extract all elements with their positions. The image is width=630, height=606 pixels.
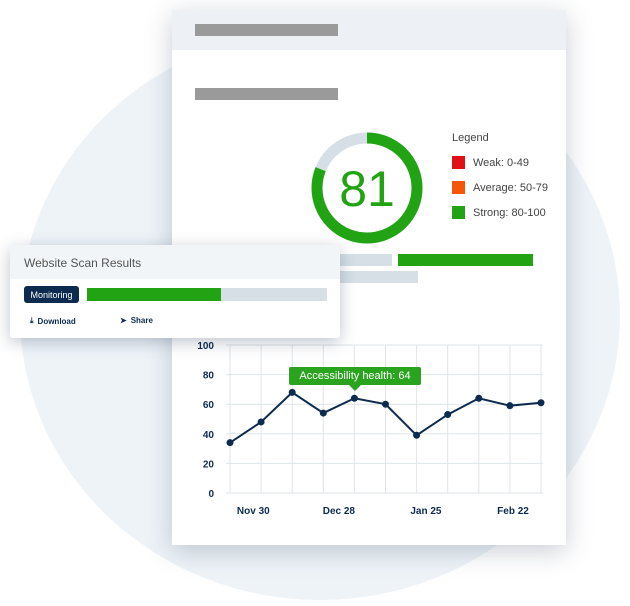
download-label: Download — [37, 316, 76, 326]
weak-swatch — [452, 156, 465, 169]
data-point — [288, 388, 296, 396]
x-tick-label: Jan 25 — [410, 506, 442, 517]
legend-label: Strong: 80-100 — [473, 206, 546, 219]
x-tick-label: Nov 30 — [237, 506, 270, 517]
share-label: Share — [130, 316, 153, 325]
legend-item: Weak: 0-49 — [452, 156, 548, 169]
send-icon: ➤ — [120, 316, 127, 325]
data-point — [413, 431, 421, 439]
report-header — [172, 10, 566, 50]
legend: Legend Weak: 0-49 Average: 50-79 Strong:… — [452, 132, 548, 219]
data-point — [475, 394, 483, 402]
title-placeholder — [195, 24, 338, 36]
strong-swatch — [452, 206, 465, 219]
score-gauge: 81 — [311, 132, 423, 244]
data-point — [350, 394, 358, 402]
data-point — [257, 418, 265, 426]
data-point — [537, 399, 545, 407]
placeholder-bar — [340, 254, 392, 266]
y-tick-label: 20 — [203, 459, 215, 470]
average-swatch — [452, 181, 465, 194]
progress-fill — [87, 288, 222, 301]
y-tick-label: 60 — [203, 400, 215, 411]
legend-item: Average: 50-79 — [452, 181, 548, 194]
score-value: 81 — [339, 161, 395, 217]
y-tick-label: 0 — [208, 489, 214, 500]
y-tick-label: 100 — [197, 341, 214, 352]
scan-results-card: Website Scan Results Monitoring ⤓ Downloa… — [10, 245, 340, 338]
x-tick-label: Dec 28 — [323, 506, 356, 517]
chart-tooltip: Accessibility health: 64 — [289, 367, 421, 391]
legend-title: Legend — [452, 132, 489, 144]
share-button[interactable]: ➤ Share — [120, 316, 153, 325]
gauge-arc — [311, 132, 423, 244]
placeholder-bar — [398, 254, 533, 266]
report-panel: 81 Legend Weak: 0-49 Average: 50-79 Stro… — [172, 10, 566, 545]
data-point — [382, 400, 389, 408]
download-button[interactable]: ⤓ Download — [30, 316, 76, 326]
y-tick-label: 40 — [203, 430, 215, 441]
card-title: Website Scan Results — [10, 245, 340, 279]
legend-label: Average: 50-79 — [473, 181, 549, 194]
placeholder-bar — [340, 271, 418, 283]
legend-label: Weak: 0-49 — [473, 156, 530, 169]
data-point — [506, 402, 514, 410]
data-point — [226, 439, 234, 447]
legend-item: Strong: 80-100 — [452, 206, 548, 219]
monitoring-button[interactable]: Monitoring — [24, 286, 79, 303]
y-tick-label: 80 — [203, 371, 215, 382]
data-point — [444, 411, 452, 419]
x-tick-label: Feb 22 — [497, 506, 529, 517]
data-point — [319, 409, 327, 417]
download-icon: ⤓ — [30, 316, 34, 325]
subtitle-placeholder — [195, 88, 338, 100]
scan-progress-bar — [87, 288, 327, 301]
